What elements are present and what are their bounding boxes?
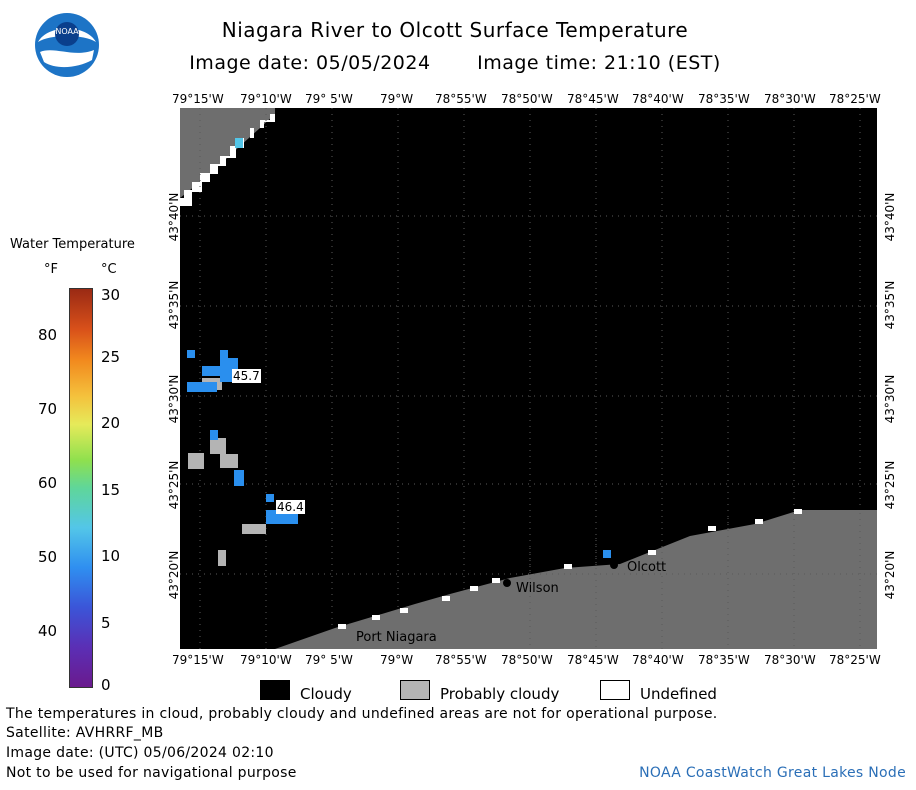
- lat-tick-right-2: 43°30'N: [883, 374, 897, 424]
- lat-tick-left-3: 43°25'N: [167, 460, 181, 510]
- lon-tick-bottom-9: 78°30'W: [764, 653, 816, 667]
- key-undefined-label: Undefined: [640, 685, 717, 703]
- footer-satellite: Satellite: AVHRRF_MB: [6, 725, 164, 741]
- lon-tick-bottom-4: 78°55'W: [435, 653, 487, 667]
- lon-tick-top-10: 78°25'W: [829, 92, 881, 106]
- key-cloudy-label: Cloudy: [300, 685, 352, 703]
- temp-label-2: 46.4: [276, 500, 305, 514]
- undefined-edge-north: [180, 108, 275, 206]
- lat-tick-left-2: 43°30'N: [167, 374, 181, 424]
- lat-tick-right-4: 43°20'N: [883, 550, 897, 600]
- land-us-shore: [275, 510, 877, 649]
- place-port-niagara: Port Niagara: [356, 630, 437, 645]
- c-tick-30: 30: [101, 286, 121, 304]
- lon-tick-bottom-3: 79°W: [380, 653, 414, 667]
- lon-tick-bottom-10: 78°25'W: [829, 653, 881, 667]
- lon-tick-top-8: 78°35'W: [698, 92, 750, 106]
- legend-unit-f: °F: [44, 262, 58, 277]
- temp-label-1: 45.7: [232, 369, 261, 383]
- lon-tick-bottom-7: 78°40'W: [632, 653, 684, 667]
- footer-credit: NOAA CoastWatch Great Lakes Node: [639, 765, 906, 781]
- lat-tick-right-1: 43°35'N: [883, 280, 897, 330]
- c-tick-20: 20: [101, 414, 121, 432]
- lon-tick-top-5: 78°50'W: [501, 92, 553, 106]
- f-tick-60: 60: [38, 474, 58, 492]
- lon-tick-bottom-5: 78°50'W: [501, 653, 553, 667]
- image-time: Image time: 21:10 (EST): [477, 52, 721, 74]
- wilson-dot: [503, 579, 511, 587]
- lon-tick-top-9: 78°30'W: [764, 92, 816, 106]
- key-probably-cloudy-swatch: [400, 680, 430, 700]
- c-tick-25: 25: [101, 348, 121, 366]
- lat-tick-right-0: 43°40'N: [883, 192, 897, 242]
- key-undefined-swatch: [600, 680, 630, 700]
- c-tick-10: 10: [101, 547, 121, 565]
- lon-tick-top-7: 78°40'W: [632, 92, 684, 106]
- lat-tick-left-0: 43°40'N: [167, 192, 181, 242]
- f-tick-50: 50: [38, 548, 58, 566]
- lon-tick-top-6: 78°45'W: [567, 92, 619, 106]
- lat-tick-left-4: 43°20'N: [167, 550, 181, 600]
- lon-tick-bottom-2: 79° 5'W: [305, 653, 353, 667]
- f-tick-70: 70: [38, 400, 58, 418]
- place-olcott: Olcott: [627, 560, 667, 575]
- lon-tick-top-1: 79°10'W: [240, 92, 292, 106]
- c-tick-5: 5: [101, 614, 111, 632]
- f-tick-40: 40: [38, 622, 58, 640]
- footer-utc-date: Image date: (UTC) 05/06/2024 02:10: [6, 745, 274, 761]
- lon-tick-bottom-1: 79°10'W: [240, 653, 292, 667]
- image-date: Image date: 05/05/2024: [189, 52, 431, 74]
- lon-tick-bottom-6: 78°45'W: [567, 653, 619, 667]
- map-svg: [180, 108, 877, 649]
- footer-nav-warning: Not to be used for navigational purpose: [6, 765, 297, 781]
- image-datetime: Image date: 05/05/2024 Image time: 21:10…: [150, 52, 760, 74]
- lon-tick-bottom-8: 78°35'W: [698, 653, 750, 667]
- lon-tick-top-2: 79° 5'W: [305, 92, 353, 106]
- f-tick-80: 80: [38, 326, 58, 344]
- place-wilson: Wilson: [516, 581, 559, 596]
- footer-note: The temperatures in cloud, probably clou…: [6, 706, 718, 722]
- key-cloudy-swatch: [260, 680, 290, 700]
- temperature-map: Port Niagara Wilson Olcott 45.7 46.4: [180, 108, 877, 649]
- c-tick-15: 15: [101, 481, 121, 499]
- lon-tick-bottom-0: 79°15'W: [172, 653, 224, 667]
- water-pixel: [235, 138, 243, 148]
- lon-tick-top-3: 79°W: [380, 92, 414, 106]
- colorbar: [69, 288, 93, 688]
- noaa-logo: NOAA: [34, 12, 100, 78]
- legend-title: Water Temperature: [10, 237, 135, 252]
- lon-tick-top-0: 79°15'W: [172, 92, 224, 106]
- lat-tick-left-1: 43°35'N: [167, 280, 181, 330]
- logo-text: NOAA: [55, 27, 79, 36]
- key-probably-cloudy-label: Probably cloudy: [440, 685, 560, 703]
- lat-tick-right-3: 43°25'N: [883, 460, 897, 510]
- c-tick-0: 0: [101, 676, 111, 694]
- legend-unit-c: °C: [101, 262, 117, 277]
- lon-tick-top-4: 78°55'W: [435, 92, 487, 106]
- olcott-dot: [610, 561, 618, 569]
- page-title: Niagara River to Olcott Surface Temperat…: [221, 18, 689, 42]
